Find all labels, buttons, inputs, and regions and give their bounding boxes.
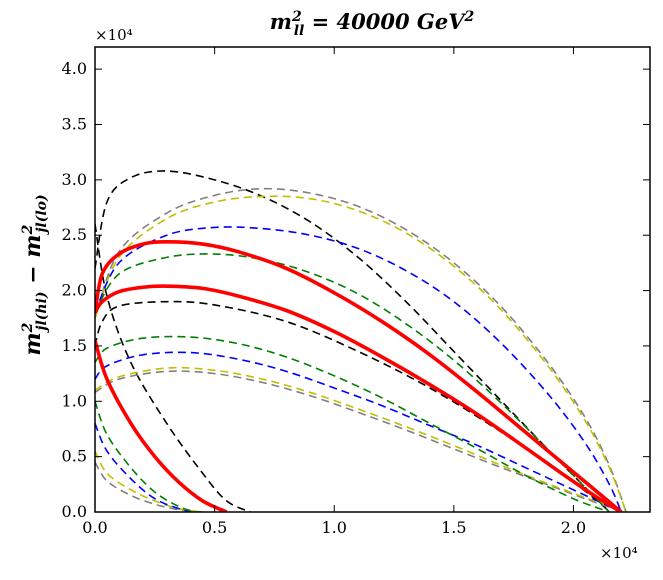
series-line-blue-upper — [95, 226, 623, 512]
title-m: m — [270, 9, 292, 34]
y-tick-label: 2.5 — [62, 225, 87, 244]
x-multiplier: ×10⁴ — [600, 544, 638, 562]
y-axis-label: m2jl(hi) − m2jl(lo) — [20, 194, 50, 355]
x-tick-label: 0.5 — [202, 518, 227, 537]
plot-frame — [94, 46, 651, 513]
ylabel-minus: − — [20, 258, 46, 292]
series-line-green-lower — [95, 335, 610, 512]
title-sub: ll — [294, 23, 305, 39]
ylabel-m2: m — [20, 234, 46, 257]
series-line-red-lower — [95, 284, 623, 512]
y-tick-label: 2.0 — [62, 281, 87, 300]
ylabel-sub2: jl(lo) — [34, 194, 50, 235]
x-tick-label: 0.0 — [82, 518, 107, 537]
x-tick-label: 2.0 — [561, 518, 586, 537]
ticks-group: 0.0 0.5 1.0 1.5 2.0 0.0 0.5 1.0 1.5 2.0 2.5 3.0 3.5 4… — [62, 47, 650, 537]
series-line-green-inner — [95, 401, 196, 512]
series-line-blue-inner — [95, 423, 191, 512]
series-group — [95, 170, 627, 512]
ylabel-sup2: 2 — [20, 224, 36, 235]
y-tick-label: 4.0 — [62, 59, 87, 78]
y-tick-label: 3.0 — [62, 170, 87, 189]
title-sup: 2 — [291, 9, 302, 25]
title-rest-sup: 2 — [464, 9, 475, 25]
series-line-yellow-inner — [95, 450, 203, 512]
ylabel-sub1: jl(hi) — [34, 291, 50, 333]
series-line-gray-lower — [95, 370, 627, 512]
series-line-gray-upper — [95, 187, 627, 512]
y-tick-label: 0.5 — [62, 447, 87, 466]
series-line-yellow-upper — [95, 195, 627, 512]
y-tick-label: 1.5 — [62, 336, 87, 355]
series-line-gray-inner — [95, 461, 203, 512]
series-line-blue-lower — [95, 351, 622, 512]
x-tick-label: 1.5 — [441, 518, 466, 537]
series-line-red-inner — [95, 339, 228, 512]
chart-title: m2 ll = 40000 GeV2 — [270, 9, 475, 39]
title-rest: = 40000 GeV — [304, 9, 467, 34]
ylabel-sup1: 2 — [20, 322, 36, 333]
series-line-green-upper — [95, 253, 610, 512]
x-tick-label: 1.0 — [321, 518, 346, 537]
series-line-yellow-lower — [95, 366, 627, 512]
ylabel-m1: m — [20, 332, 46, 355]
y-tick-label: 1.0 — [62, 391, 87, 410]
y-tick-label: 3.5 — [62, 115, 87, 134]
series-line-red-upper — [95, 240, 623, 512]
y-tick-label: 0.0 — [62, 502, 87, 521]
y-multiplier: ×10⁴ — [95, 26, 133, 44]
